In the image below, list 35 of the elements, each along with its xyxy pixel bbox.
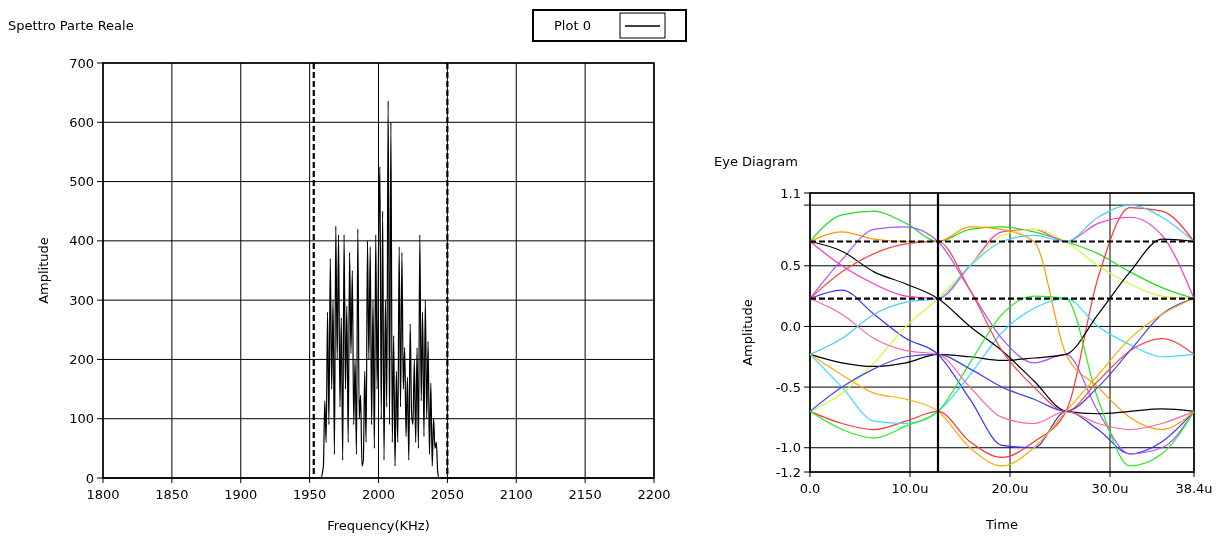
y-tick-label: 0.0 xyxy=(780,318,801,334)
x-tick-label: 20.0u xyxy=(991,481,1029,496)
x-tick-label: 2000 xyxy=(361,487,396,502)
y-tick-label: -1.2 xyxy=(775,464,801,480)
y-tick-label: -0.5 xyxy=(775,379,801,395)
x-tick-label: 38.4u xyxy=(1175,481,1213,496)
y-tick-label: 0 xyxy=(85,470,94,486)
y-tick-label: 200 xyxy=(69,351,94,367)
x-tick-label: 0.0 xyxy=(799,481,821,496)
y-tick-label: 600 xyxy=(69,114,94,130)
y-tick-label: -1.0 xyxy=(775,440,801,456)
legend-label: Plot 0 xyxy=(554,18,591,33)
x-tick-label: 2200 xyxy=(637,487,671,502)
y-tick-label: 300 xyxy=(69,292,94,308)
x-tick-label: 2050 xyxy=(430,487,464,502)
x-tick-label: 2100 xyxy=(499,487,533,502)
y-axis-title: Amplitude xyxy=(36,237,51,304)
y-tick-label: 500 xyxy=(69,174,94,190)
y-tick-label: 700 xyxy=(69,55,94,71)
x-axis-title: Time xyxy=(985,517,1018,532)
x-tick-label: 10.0u xyxy=(891,481,929,496)
x-tick-label: 1800 xyxy=(86,487,120,502)
y-tick-label: 400 xyxy=(69,233,94,249)
y-tick-label: 100 xyxy=(69,411,94,427)
x-tick-label: 1850 xyxy=(155,487,189,502)
y-tick-label: 0.5 xyxy=(780,258,801,274)
x-tick-label: 30.0u xyxy=(1091,481,1129,496)
y-axis-title: Amplitude xyxy=(740,299,755,366)
chart-title: Eye Diagram xyxy=(714,154,798,169)
x-tick-label: 1950 xyxy=(293,487,327,502)
x-tick-label: 1900 xyxy=(224,487,258,502)
y-tick-label: 1.1 xyxy=(780,185,801,201)
x-axis-title: Frequency(KHz) xyxy=(327,518,430,533)
chart-title: Spettro Parte Reale xyxy=(8,18,134,33)
x-tick-label: 2150 xyxy=(568,487,602,502)
